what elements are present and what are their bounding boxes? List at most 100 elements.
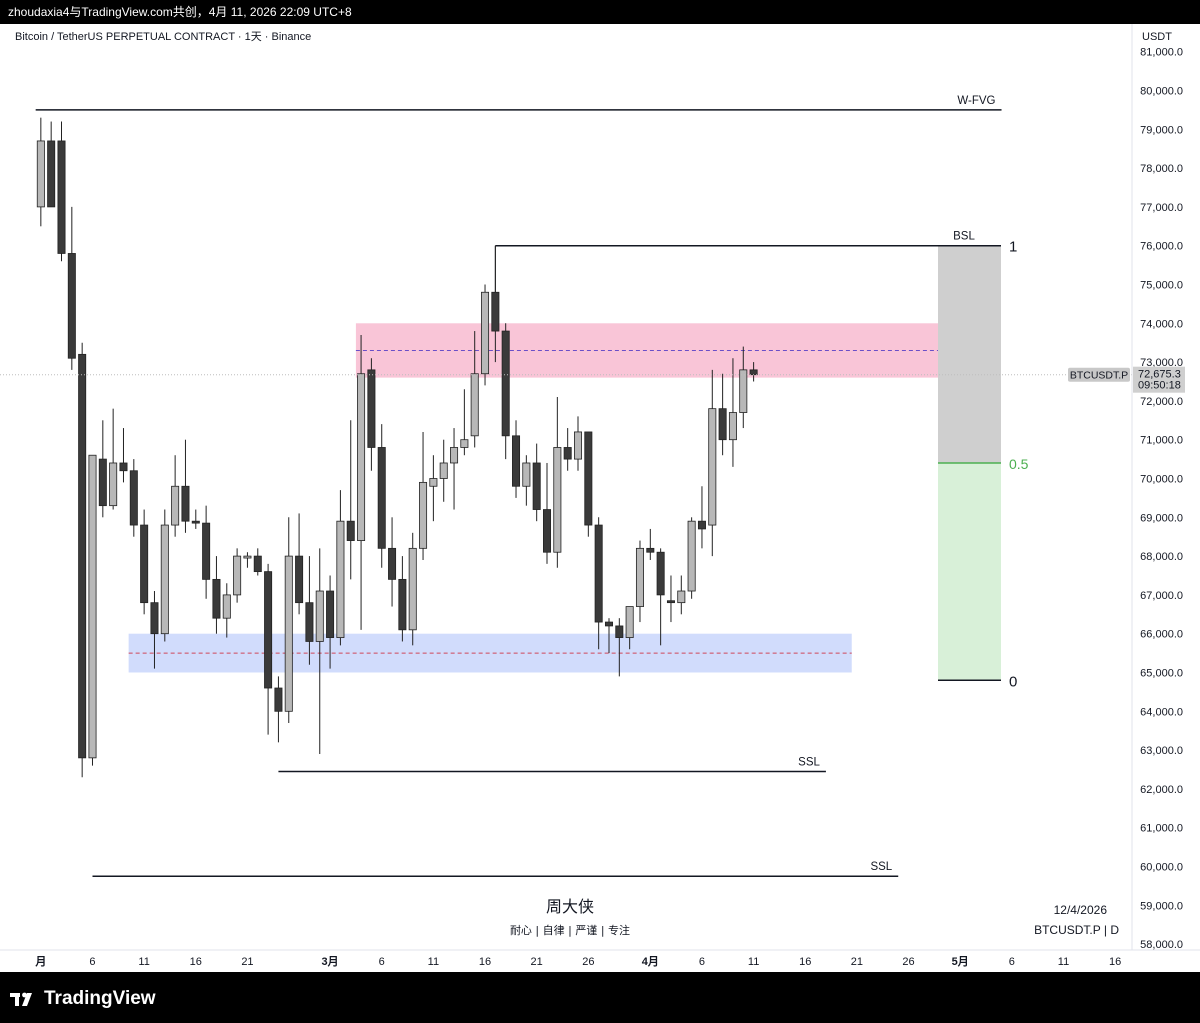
candle-body <box>129 470 138 526</box>
y-tick-label: 79,000.0 <box>1140 124 1183 136</box>
candle-body <box>584 431 593 526</box>
candle-body <box>357 373 366 541</box>
candle-body <box>119 462 128 472</box>
candle-body <box>656 551 665 596</box>
candle-body <box>522 462 531 487</box>
x-tick-label: 4月 <box>642 955 659 968</box>
levels-layer: W-FVG BSL SSL SSL <box>35 95 1002 877</box>
symbol-badge-bg <box>1068 367 1130 382</box>
candle-body <box>98 458 107 507</box>
y-tick-label: 65,000.0 <box>1140 668 1183 680</box>
y-tick-label: 59,000.0 <box>1140 900 1183 912</box>
candle-body <box>625 606 634 638</box>
candle-body <box>212 578 221 619</box>
candle-body <box>264 571 273 689</box>
tradingview-logo[interactable]: TradingView <box>10 987 156 1011</box>
candle-body <box>429 478 438 487</box>
y-tick-label: 78,000.0 <box>1140 163 1183 175</box>
candle-body <box>222 594 231 619</box>
x-tick-label: 月 <box>34 955 46 968</box>
current-price-badge: BTCUSDT.P 72,675.3 09:50:18 <box>1068 366 1185 393</box>
price-badge-price: 72,675.3 <box>1138 369 1181 381</box>
candle-body <box>57 140 66 254</box>
candle-body <box>36 140 45 208</box>
candle-body <box>677 590 686 604</box>
symbol-legend[interactable]: Bitcoin / TetherUS PERPETUAL CONTRACT · … <box>15 31 311 43</box>
candle-body <box>367 369 376 448</box>
candle-body <box>666 600 675 604</box>
fib-label-0: 0 <box>1009 673 1017 690</box>
price-badge-countdown: 09:50:18 <box>1138 380 1181 392</box>
candle-body <box>284 555 293 712</box>
candle-body <box>491 291 500 332</box>
tradingview-brand: TradingView <box>44 988 156 1009</box>
candle-body <box>470 373 479 437</box>
y-tick-label: 58,000.0 <box>1140 939 1183 951</box>
candle-body <box>202 522 211 580</box>
candle-body <box>181 485 190 522</box>
candle-body <box>346 520 355 541</box>
candle-body <box>553 447 562 553</box>
candle-body <box>315 590 324 642</box>
candle-body <box>532 462 541 510</box>
candle-body <box>274 687 283 712</box>
x-tick-label: 26 <box>582 956 594 968</box>
axis-currency[interactable]: USDT <box>1142 31 1172 43</box>
price-axis[interactable]: USDT 58,000.0 59,000.0 60,000.0 61,000.0 62,… <box>1131 24 1200 951</box>
price-badge-bg <box>1133 366 1185 393</box>
x-tick-label: 11 <box>428 956 439 968</box>
fib-layer: 10.50 <box>938 239 1029 690</box>
candle-body <box>377 447 386 549</box>
x-tick-label: 21 <box>241 956 253 968</box>
share-caption: zhoudaxia4与TradingView.com共创，4月 11, 2026… <box>8 5 352 19</box>
candle-body <box>687 520 696 592</box>
x-tick-label: 11 <box>1058 956 1069 968</box>
watermark-title: 周大侠 <box>546 897 594 916</box>
candle-body <box>150 602 159 635</box>
time-axis[interactable]: 月 6 11 16 21 3月 6 11 16 21 26 4月 6 11 16 21 26 5月 6 11 16 <box>0 949 1200 972</box>
candles-layer <box>36 117 758 778</box>
tradingview-logo-icon <box>10 992 32 1006</box>
candle-body <box>191 520 200 524</box>
candle-body <box>481 291 490 375</box>
footer-bar <box>0 972 1200 1023</box>
y-tick-labels: 58,000.0 59,000.0 60,000.0 61,000.0 62,000.0… <box>1140 47 1183 951</box>
candle-body <box>501 330 510 437</box>
candle-body <box>563 447 572 460</box>
chart-background <box>0 24 1200 972</box>
x-tick-label: 16 <box>1109 956 1121 968</box>
y-tick-label: 76,000.0 <box>1140 241 1183 253</box>
y-tick-label: 77,000.0 <box>1140 202 1183 214</box>
candle-body <box>604 621 613 627</box>
price-axis-background <box>1132 24 1200 950</box>
candle-body <box>109 462 118 507</box>
candle-body <box>305 602 314 642</box>
y-tick-label: 71,000.0 <box>1140 435 1183 447</box>
y-tick-label: 70,000.0 <box>1140 474 1183 486</box>
candle-body <box>439 462 448 479</box>
candle-body <box>326 590 335 638</box>
y-tick-label: 62,000.0 <box>1140 784 1183 796</box>
y-tick-label: 68,000.0 <box>1140 551 1183 563</box>
y-tick-label: 72,000.0 <box>1140 396 1183 408</box>
candle-body <box>171 485 180 526</box>
symbol-badge-text: BTCUSDT.P <box>1070 370 1128 382</box>
x-tick-label: 5月 <box>952 955 969 968</box>
corner-symbol: BTCUSDT.P | D <box>1034 923 1119 937</box>
level-label-bsl-1: BSL <box>953 231 975 243</box>
y-tick-label: 63,000.0 <box>1140 745 1183 757</box>
candle-body <box>450 447 459 464</box>
x-tick-label: 21 <box>531 956 543 968</box>
corner-info: 12/4/2026 BTCUSDT.P | D <box>1034 903 1119 937</box>
fib-label-05: 0.5 <box>1009 456 1029 472</box>
x-tick-label: 16 <box>190 956 202 968</box>
candle-body <box>512 435 521 487</box>
level-label-w-fvg-0: W-FVG <box>957 95 995 107</box>
candle-body <box>295 555 304 604</box>
y-tick-label: 60,000.0 <box>1140 862 1183 874</box>
x-tick-label: 11 <box>748 956 759 968</box>
zones-layer <box>128 323 976 673</box>
candle-body <box>708 408 717 526</box>
